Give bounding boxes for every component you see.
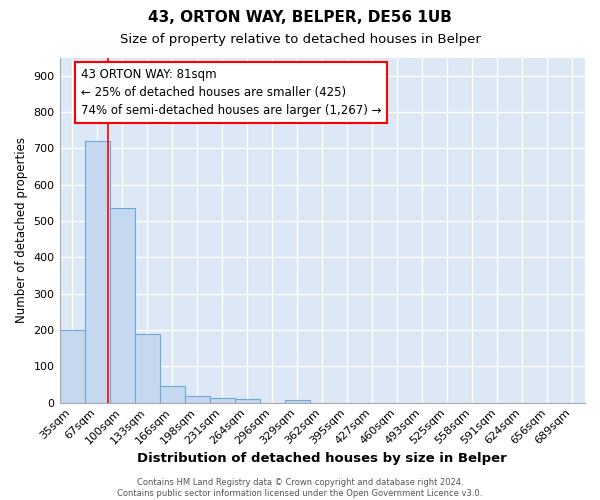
Text: Contains HM Land Registry data © Crown copyright and database right 2024.
Contai: Contains HM Land Registry data © Crown c… bbox=[118, 478, 482, 498]
Bar bbox=[160, 386, 185, 402]
Bar bbox=[209, 398, 235, 402]
Text: 43, ORTON WAY, BELPER, DE56 1UB: 43, ORTON WAY, BELPER, DE56 1UB bbox=[148, 10, 452, 25]
Bar bbox=[110, 208, 134, 402]
Bar bbox=[134, 334, 160, 402]
Bar bbox=[185, 396, 209, 402]
Bar bbox=[85, 141, 110, 403]
Bar bbox=[235, 399, 260, 402]
Text: Size of property relative to detached houses in Belper: Size of property relative to detached ho… bbox=[119, 32, 481, 46]
X-axis label: Distribution of detached houses by size in Belper: Distribution of detached houses by size … bbox=[137, 452, 507, 465]
Y-axis label: Number of detached properties: Number of detached properties bbox=[15, 137, 28, 323]
Bar bbox=[285, 400, 310, 402]
Bar bbox=[59, 330, 85, 402]
Text: 43 ORTON WAY: 81sqm
← 25% of detached houses are smaller (425)
74% of semi-detac: 43 ORTON WAY: 81sqm ← 25% of detached ho… bbox=[80, 68, 381, 117]
